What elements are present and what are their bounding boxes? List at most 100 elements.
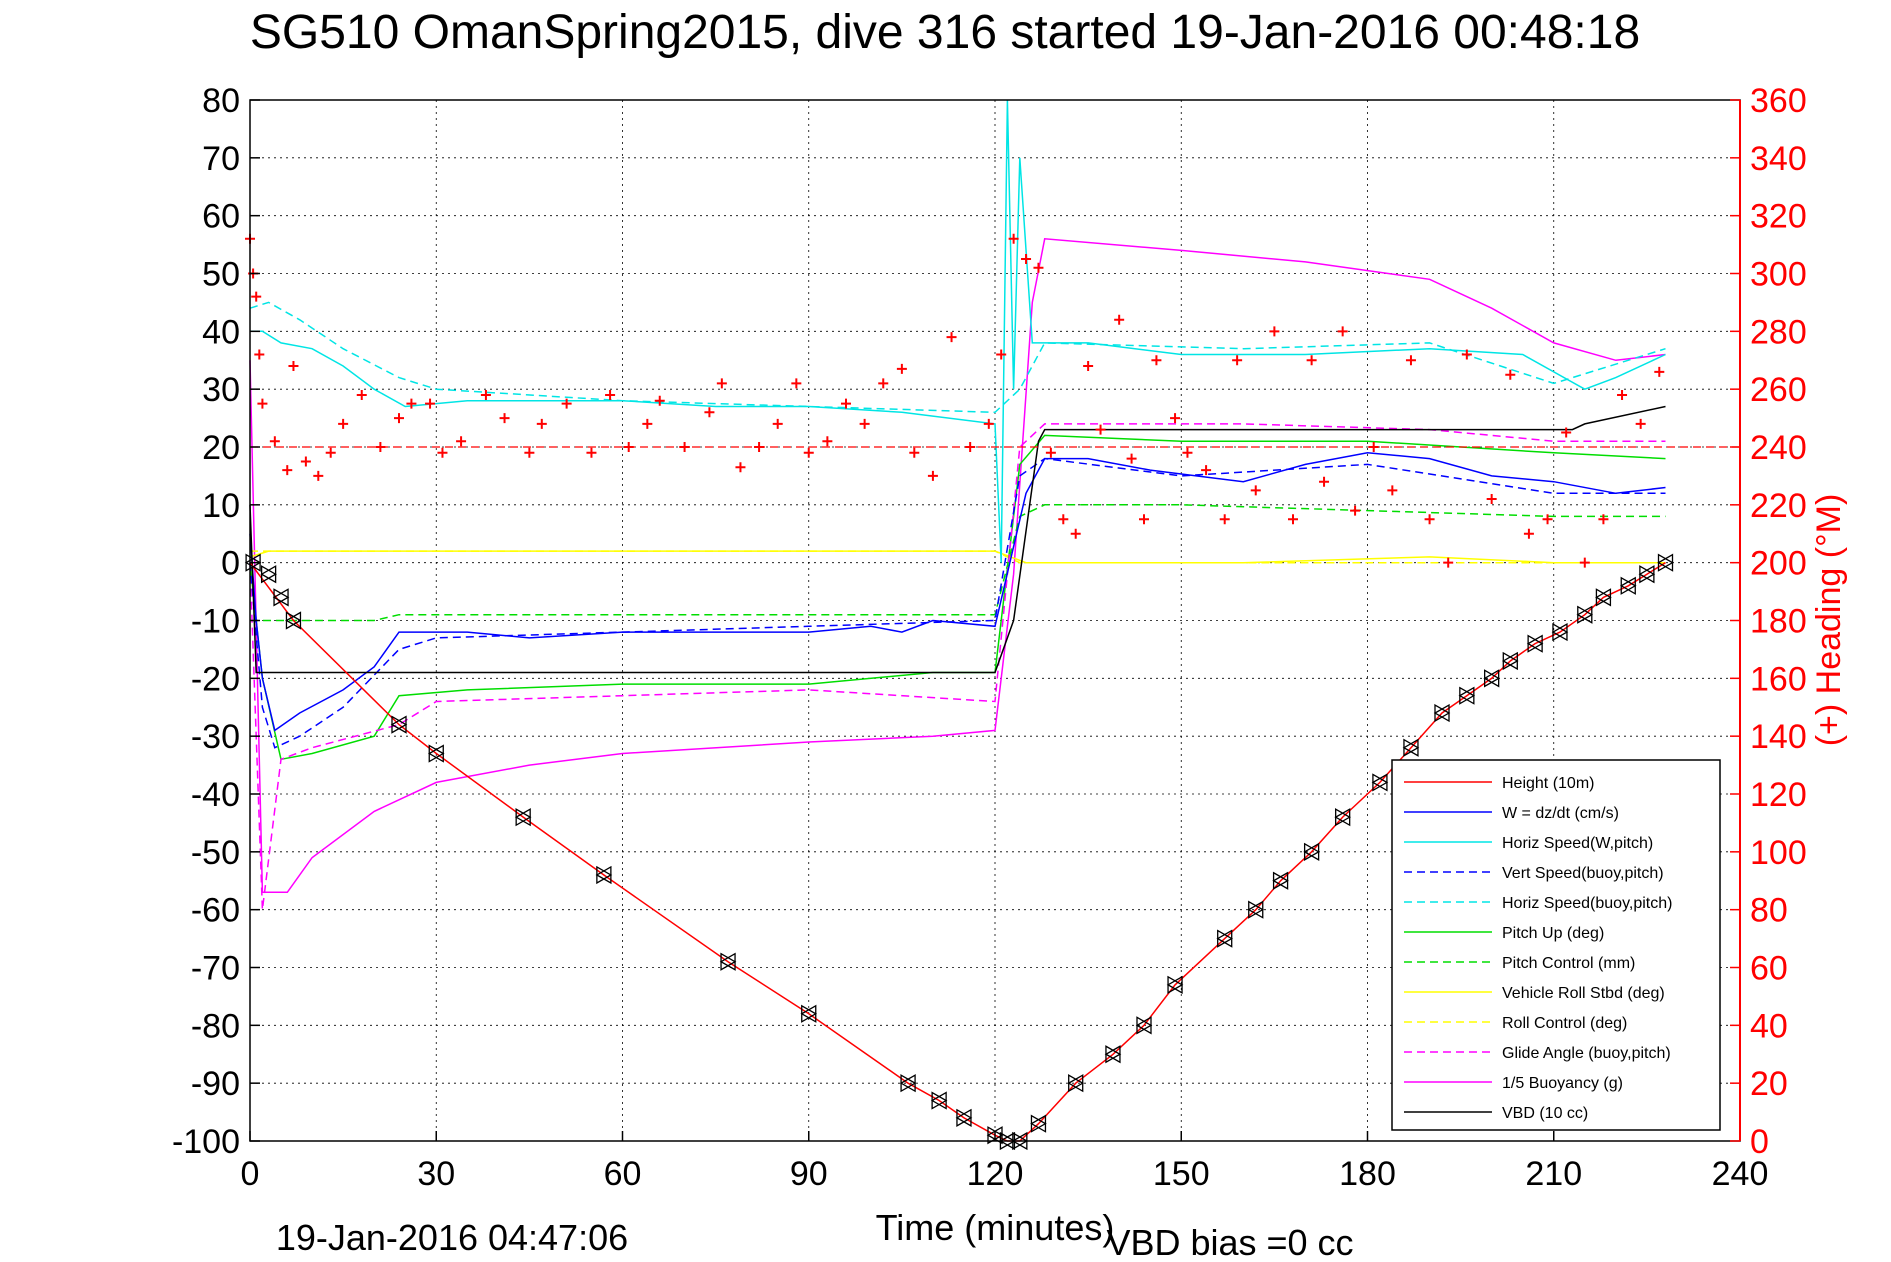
legend-item: Horiz Speed(W,pitch) xyxy=(1404,835,1653,852)
legend-item: Vert Speed(buoy,pitch) xyxy=(1404,865,1664,882)
vbd-marker xyxy=(260,565,277,584)
x-tick-label: 30 xyxy=(417,1155,455,1193)
y-left-tick-label: -60 xyxy=(191,892,240,930)
legend-item: Pitch Up (deg) xyxy=(1404,925,1604,942)
heading-marker xyxy=(1126,453,1137,464)
series-line-ga xyxy=(249,423,1666,910)
vbd-marker xyxy=(1067,1074,1085,1093)
heading-markers xyxy=(245,233,1740,568)
heading-marker xyxy=(524,447,535,458)
x-axis-ticks: 0 30 60 90 120 150 180 210 240 xyxy=(241,1131,1768,1193)
vbd-marker xyxy=(1303,842,1320,861)
vbd-marker xyxy=(1619,576,1637,595)
series-line-buoy xyxy=(249,237,1666,894)
vbd-marker xyxy=(1247,900,1265,919)
legend-label: W = dz/dt (cm/s) xyxy=(1502,805,1619,822)
y-left-tick-label: 80 xyxy=(202,82,240,120)
vbd-marker xyxy=(1272,871,1289,890)
vbd-marker xyxy=(1526,634,1544,653)
vbd-marker xyxy=(800,1004,818,1023)
heading-marker xyxy=(1424,514,1435,525)
heading-marker xyxy=(1232,355,1243,366)
heading-marker xyxy=(536,418,547,429)
heading-marker xyxy=(1598,514,1609,525)
grid-lines xyxy=(250,100,1740,1141)
heading-marker xyxy=(1021,254,1032,265)
heading-marker xyxy=(716,378,727,389)
vbd-marker xyxy=(1402,738,1420,757)
legend-label: VBD (10 cc) xyxy=(1502,1105,1588,1122)
series-line-pc xyxy=(250,504,1666,622)
vbd-marker xyxy=(719,952,737,971)
heading-marker xyxy=(654,395,665,406)
vbd-marker xyxy=(1576,605,1594,624)
y-right-tick-label: 200 xyxy=(1750,545,1807,583)
x-tick-label: 0 xyxy=(241,1155,260,1193)
heading-marker xyxy=(704,407,715,418)
heading-marker xyxy=(1617,389,1628,400)
footer-timestamp: 19-Jan-2016 04:47:06 xyxy=(276,1217,628,1258)
heading-marker xyxy=(1387,485,1398,496)
series-lines xyxy=(249,99,1666,1142)
legend-item: VBD (10 cc) xyxy=(1404,1105,1588,1122)
heading-marker xyxy=(1250,485,1261,496)
y-left-tick-label: 60 xyxy=(202,198,240,236)
y-left-tick-label: 40 xyxy=(202,313,240,351)
legend-item: W = dz/dt (cm/s) xyxy=(1404,805,1619,822)
y-right-tick-label: 100 xyxy=(1750,834,1807,872)
heading-marker xyxy=(1319,476,1330,487)
heading-marker xyxy=(772,418,783,429)
heading-marker xyxy=(1045,447,1056,458)
heading-marker xyxy=(642,418,653,429)
series-line-rc xyxy=(250,550,1666,564)
y-left-tick-label: -50 xyxy=(191,834,240,872)
heading-marker xyxy=(1523,528,1534,539)
heading-marker xyxy=(1114,314,1125,325)
y-axis-left-ticks: 80 70 60 50 40 30 20 10 0 -10 -20 -30 -40 -50 -60 -70 -8… xyxy=(172,82,260,1161)
vbd-marker xyxy=(244,553,262,572)
legend-label: Height (10m) xyxy=(1502,775,1594,792)
heading-marker xyxy=(735,462,746,473)
y-right-tick-label: 120 xyxy=(1750,776,1807,814)
y-left-tick-label: 70 xyxy=(202,140,240,178)
right-axis-label: (+) Heading (°M) xyxy=(1810,494,1848,747)
heading-marker xyxy=(394,413,404,424)
heading-marker xyxy=(1151,355,1162,366)
heading-marker xyxy=(437,447,448,458)
vbd-markers xyxy=(244,553,1674,1151)
vbd-marker xyxy=(514,808,532,827)
x-tick-label: 210 xyxy=(1525,1155,1582,1193)
heading-marker xyxy=(1058,514,1069,525)
y-left-tick-label: -90 xyxy=(191,1065,240,1103)
heading-marker xyxy=(257,398,268,409)
y-left-tick-label: 30 xyxy=(202,371,240,409)
heading-marker xyxy=(251,291,262,302)
y-right-tick-label: 280 xyxy=(1750,313,1807,351)
series-line-hsb xyxy=(249,301,1666,414)
heading-marker xyxy=(300,456,311,467)
vbd-marker xyxy=(1551,622,1569,642)
vbd-marker xyxy=(390,715,408,734)
heading-marker xyxy=(1083,361,1094,372)
y-axis-right-ticks: 3603403203002802602402202001801601401201… xyxy=(1730,82,1807,1161)
y-left-tick-label: -20 xyxy=(191,660,240,698)
heading-marker xyxy=(1070,528,1081,539)
heading-marker xyxy=(269,436,280,447)
heading-marker xyxy=(896,363,907,374)
heading-marker xyxy=(841,398,851,409)
vbd-marker xyxy=(1030,1114,1047,1133)
heading-marker xyxy=(1139,514,1149,525)
y-left-tick-label: -70 xyxy=(191,950,240,988)
y-right-tick-label: 160 xyxy=(1750,660,1807,698)
x-tick-label: 150 xyxy=(1153,1155,1210,1193)
vbd-marker xyxy=(1638,565,1656,584)
y-right-tick-label: 20 xyxy=(1750,1065,1788,1103)
y-right-tick-label: 320 xyxy=(1750,198,1807,236)
heading-marker xyxy=(1337,326,1348,337)
legend-item: Height (10m) xyxy=(1404,775,1594,792)
heading-marker xyxy=(1008,233,1019,244)
x-axis-label: Time (minutes) xyxy=(876,1207,1115,1248)
heading-marker xyxy=(822,436,833,447)
legend-item: Horiz Speed(buoy,pitch) xyxy=(1404,895,1672,912)
